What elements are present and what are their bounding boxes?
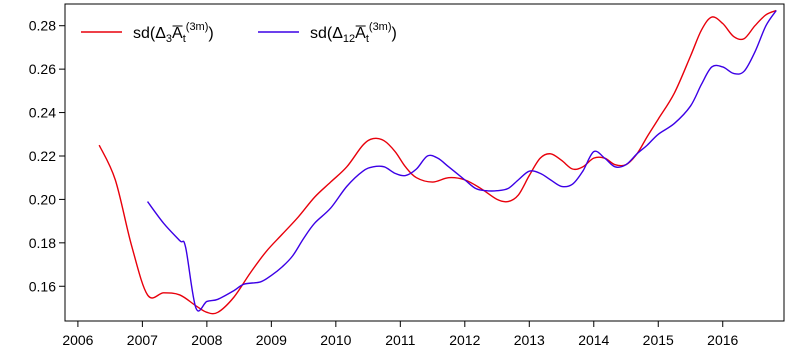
x-axis: 2006 2007 2008 2009 2010 2011 2012 2013 2014 2015… — [62, 321, 739, 348]
x-tick-label: 2012 — [449, 332, 480, 348]
legend-part-A: A — [172, 25, 183, 42]
x-tick-label: 2007 — [127, 332, 158, 348]
x-tick-label: 2011 — [385, 332, 415, 348]
legend-part-prefix: sd(Δ — [310, 25, 343, 42]
x-tick-label: 2008 — [191, 332, 222, 348]
y-tick-label: 0.18 — [29, 235, 56, 251]
legend-part-sup: (3m) — [186, 21, 209, 33]
x-tick-label: 2015 — [643, 332, 674, 348]
legend-label-2: sd(Δ12At(3m)) — [310, 21, 397, 45]
x-tick-label: 2010 — [320, 332, 351, 348]
legend-part-sub: 12 — [343, 33, 355, 45]
legend-part-t: t — [366, 33, 369, 45]
x-tick-label: 2006 — [62, 332, 93, 348]
legend-part-prefix: sd(Δ — [133, 25, 166, 42]
y-axis: 0.16 0.18 0.20 0.22 0.24 0.26 0.28 — [29, 18, 65, 294]
y-tick-label: 0.24 — [29, 105, 56, 121]
legend-part-A: A — [355, 25, 366, 42]
y-tick-label: 0.28 — [29, 18, 56, 34]
x-tick-label: 2016 — [707, 332, 738, 348]
legend-label-1: sd(Δ3At(3m)) — [133, 21, 214, 45]
legend-part-sub: 3 — [166, 33, 172, 45]
legend-part-t: t — [183, 33, 186, 45]
legend-part-close: ) — [208, 25, 213, 42]
legend-part-sup: (3m) — [369, 21, 392, 33]
x-tick-label: 2014 — [578, 332, 609, 348]
x-tick-label: 2013 — [514, 332, 545, 348]
y-tick-label: 0.16 — [29, 278, 56, 294]
legend-part-close: ) — [392, 25, 397, 42]
series-line-1 — [98, 9, 777, 315]
series-line-2 — [146, 10, 777, 312]
x-tick-label: 2009 — [256, 332, 287, 348]
y-tick-label: 0.26 — [29, 61, 56, 77]
legend: sd(Δ3At(3m)) sd(Δ12At(3m)) — [81, 21, 397, 45]
y-tick-label: 0.22 — [29, 148, 56, 164]
y-tick-label: 0.20 — [29, 191, 56, 207]
plot-frame — [64, 3, 785, 322]
series-lines — [98, 9, 777, 315]
